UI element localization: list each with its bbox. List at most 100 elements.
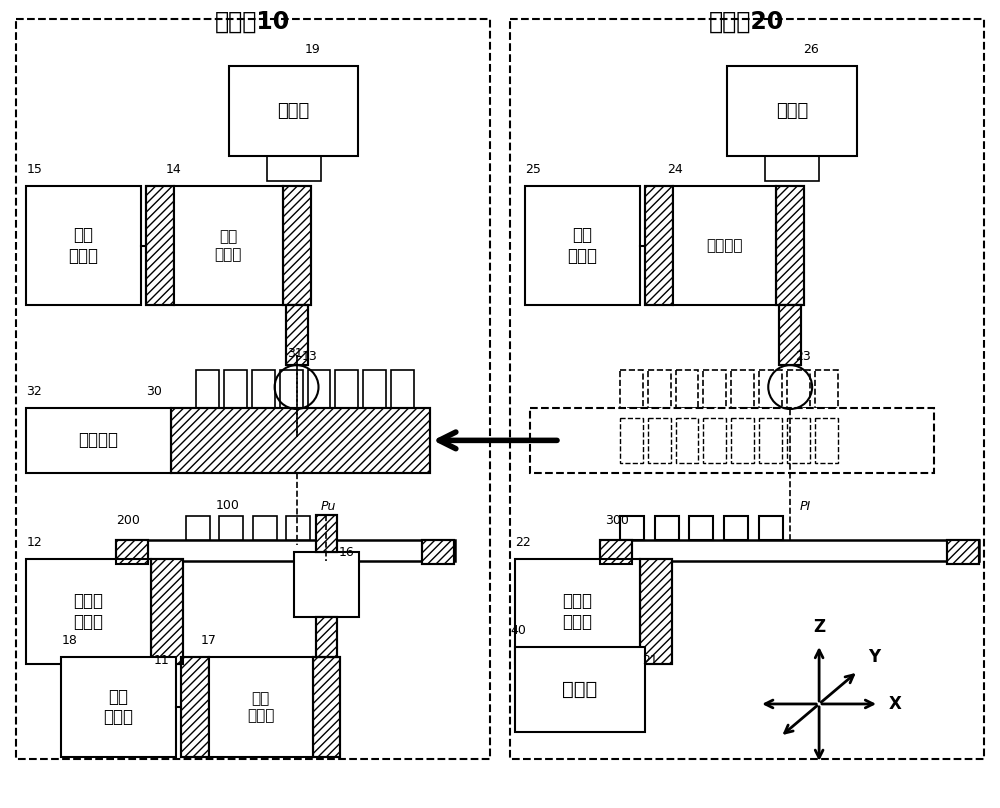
Bar: [146, 186, 174, 305]
Bar: [640, 559, 672, 664]
Bar: [26, 408, 171, 473]
Bar: [765, 156, 819, 181]
Bar: [196, 370, 219, 408]
Bar: [620, 370, 643, 408]
Bar: [253, 516, 277, 540]
Text: 32: 32: [26, 385, 42, 398]
Text: 14: 14: [166, 162, 182, 176]
Text: 100: 100: [216, 499, 240, 511]
Bar: [151, 559, 183, 664]
Bar: [648, 418, 671, 463]
Bar: [515, 559, 640, 664]
Text: 圆板凸轮: 圆板凸轮: [706, 238, 743, 253]
Bar: [759, 516, 783, 540]
Text: 推压
电动机: 推压 电动机: [567, 226, 597, 265]
Text: 18: 18: [61, 634, 77, 647]
Bar: [267, 156, 321, 181]
Bar: [219, 516, 243, 540]
Text: 30: 30: [146, 385, 162, 398]
Bar: [620, 418, 643, 463]
Text: 上圆
板凸轮: 上圆 板凸轮: [215, 229, 242, 262]
Bar: [648, 370, 671, 408]
Bar: [676, 418, 698, 463]
Bar: [779, 305, 801, 365]
Bar: [316, 515, 337, 553]
Bar: [116, 540, 148, 565]
Bar: [181, 657, 209, 757]
Bar: [280, 370, 303, 408]
Text: PI: PI: [799, 499, 810, 512]
Bar: [16, 19, 490, 759]
Bar: [779, 305, 801, 365]
Bar: [286, 305, 308, 365]
Text: 25: 25: [525, 162, 541, 176]
Bar: [530, 408, 934, 473]
Bar: [703, 418, 726, 463]
Text: Y: Y: [868, 648, 880, 666]
Bar: [525, 186, 640, 305]
Text: 11: 11: [154, 654, 170, 667]
Bar: [391, 370, 414, 408]
Bar: [515, 647, 645, 732]
Bar: [645, 186, 673, 305]
Bar: [26, 186, 141, 305]
Text: 15: 15: [26, 162, 42, 176]
Text: 300: 300: [605, 514, 629, 527]
Text: 下圆
板凸轮: 下圆 板凸轮: [247, 691, 274, 723]
Bar: [422, 540, 454, 565]
Text: 200: 200: [116, 514, 140, 527]
Text: 拾取台
执行器: 拾取台 执行器: [74, 592, 104, 631]
Bar: [759, 370, 782, 408]
Text: 40: 40: [510, 625, 526, 638]
Bar: [174, 186, 283, 305]
Text: 19: 19: [305, 43, 320, 57]
Bar: [640, 559, 672, 664]
Bar: [335, 370, 358, 408]
Text: 推压部20: 推压部20: [709, 10, 784, 33]
Bar: [316, 617, 337, 657]
Bar: [510, 19, 984, 759]
Bar: [316, 515, 337, 553]
Bar: [186, 516, 210, 540]
Text: 21: 21: [643, 654, 658, 667]
Bar: [727, 66, 857, 156]
Bar: [116, 540, 455, 562]
Bar: [947, 540, 979, 565]
Bar: [759, 418, 782, 463]
Text: X: X: [889, 695, 902, 713]
Bar: [600, 540, 979, 562]
Text: Z: Z: [813, 618, 825, 636]
Bar: [703, 370, 726, 408]
Bar: [283, 186, 311, 305]
Bar: [731, 418, 754, 463]
Bar: [673, 186, 776, 305]
Bar: [146, 186, 174, 305]
Text: Pu: Pu: [320, 499, 336, 512]
Text: 16: 16: [338, 546, 354, 559]
Bar: [316, 617, 337, 657]
Bar: [308, 370, 330, 408]
Bar: [363, 370, 386, 408]
Bar: [620, 516, 644, 540]
Bar: [600, 540, 632, 565]
Bar: [313, 657, 340, 757]
Bar: [655, 516, 679, 540]
Text: 拾取
电动机: 拾取 电动机: [69, 226, 99, 265]
Text: 22: 22: [515, 537, 531, 549]
Text: 26: 26: [803, 43, 819, 57]
Text: 31: 31: [287, 347, 302, 360]
Bar: [209, 657, 313, 757]
Bar: [26, 559, 151, 664]
Text: 顶起
电动机: 顶起 电动机: [104, 688, 134, 726]
Bar: [815, 418, 838, 463]
Bar: [181, 657, 209, 757]
Bar: [689, 516, 713, 540]
Text: 12: 12: [26, 537, 42, 549]
Bar: [151, 559, 183, 664]
Text: 13: 13: [302, 350, 317, 363]
Text: 24: 24: [668, 162, 683, 176]
Bar: [171, 408, 430, 473]
Bar: [224, 370, 247, 408]
Bar: [171, 408, 430, 473]
Bar: [313, 657, 340, 757]
